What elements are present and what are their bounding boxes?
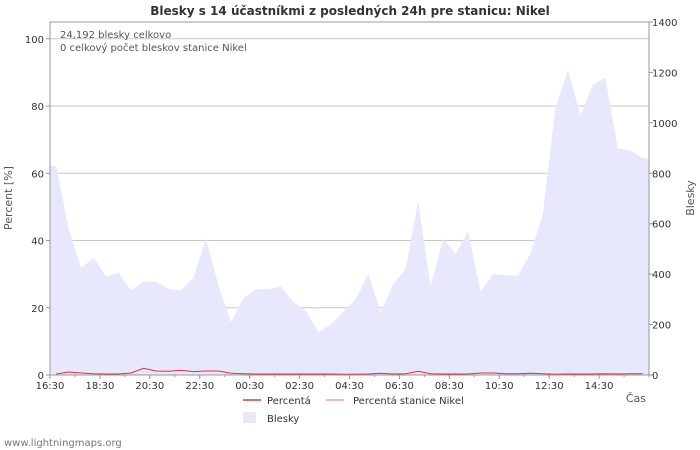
annotation-total-strikes: 24,192 blesky celkovo bbox=[60, 30, 171, 41]
y-right-tick-label-6: 1200 bbox=[652, 68, 677, 79]
y-right-tick-label-1: 200 bbox=[652, 321, 671, 332]
x-tick-label-2: 20:30 bbox=[135, 381, 164, 392]
y-left-axis-label: Percent [%] bbox=[2, 166, 15, 230]
legend: Percentá Percentá stanice Nikel Blesky bbox=[243, 395, 464, 425]
y-right-axis-ticks: 0 200 400 600 800 1000 1200 1400 bbox=[649, 18, 677, 382]
series-area-blesky bbox=[50, 69, 649, 376]
x-tick-label-8: 08:30 bbox=[435, 381, 464, 392]
x-axis-label: Čas bbox=[626, 392, 646, 405]
legend-swatch-blesky bbox=[243, 412, 256, 423]
y-left-tick-label-1: 20 bbox=[31, 304, 44, 315]
y-right-axis-label: Blesky bbox=[684, 180, 697, 216]
annotation-station-strikes: 0 celkový počet bleskov stanice Nikel bbox=[60, 42, 247, 54]
x-tick-label-10: 12:30 bbox=[535, 381, 564, 392]
y-right-tick-label-5: 1000 bbox=[652, 119, 677, 130]
y-right-tick-label-4: 800 bbox=[652, 169, 671, 180]
y-right-tick-label-0: 0 bbox=[652, 371, 658, 382]
legend-label-percenta: Percentá bbox=[267, 395, 311, 407]
x-axis-ticks: 16:30 18:30 20:30 22:30 00:30 02:30 04:30 06:30… bbox=[36, 375, 650, 392]
x-tick-label-1: 18:30 bbox=[86, 381, 115, 392]
x-tick-label-9: 10:30 bbox=[485, 381, 514, 392]
chart-title: Blesky s 14 účastníkmi z posledných 24h … bbox=[150, 4, 550, 18]
y-right-tick-label-2: 400 bbox=[652, 270, 671, 281]
x-tick-label-7: 06:30 bbox=[385, 381, 414, 392]
y-left-tick-label-3: 60 bbox=[31, 169, 44, 180]
y-left-tick-label-5: 100 bbox=[25, 35, 44, 46]
legend-label-percenta-stanice: Percentá stanice Nikel bbox=[353, 395, 464, 407]
x-tick-label-3: 22:30 bbox=[185, 381, 214, 392]
y-right-tick-label-3: 600 bbox=[652, 220, 671, 231]
y-right-tick-label-7: 1400 bbox=[652, 18, 677, 29]
x-tick-label-6: 04:30 bbox=[335, 381, 364, 392]
x-tick-label-4: 00:30 bbox=[235, 381, 264, 392]
footer-site-link: www.lightningmaps.org bbox=[4, 438, 122, 449]
x-tick-label-0: 16:30 bbox=[36, 381, 65, 392]
y-left-tick-label-0: 0 bbox=[38, 371, 44, 382]
y-left-tick-label-2: 40 bbox=[31, 237, 44, 248]
y-left-axis-ticks: 0 20 40 60 80 100 bbox=[25, 35, 50, 382]
x-tick-label-5: 02:30 bbox=[285, 381, 314, 392]
blesky-area-layer bbox=[50, 69, 649, 376]
x-tick-label-11: 14:30 bbox=[585, 381, 614, 392]
y-left-tick-label-4: 80 bbox=[31, 102, 44, 113]
series-line-0 bbox=[56, 367, 643, 375]
legend-label-blesky: Blesky bbox=[267, 414, 299, 425]
